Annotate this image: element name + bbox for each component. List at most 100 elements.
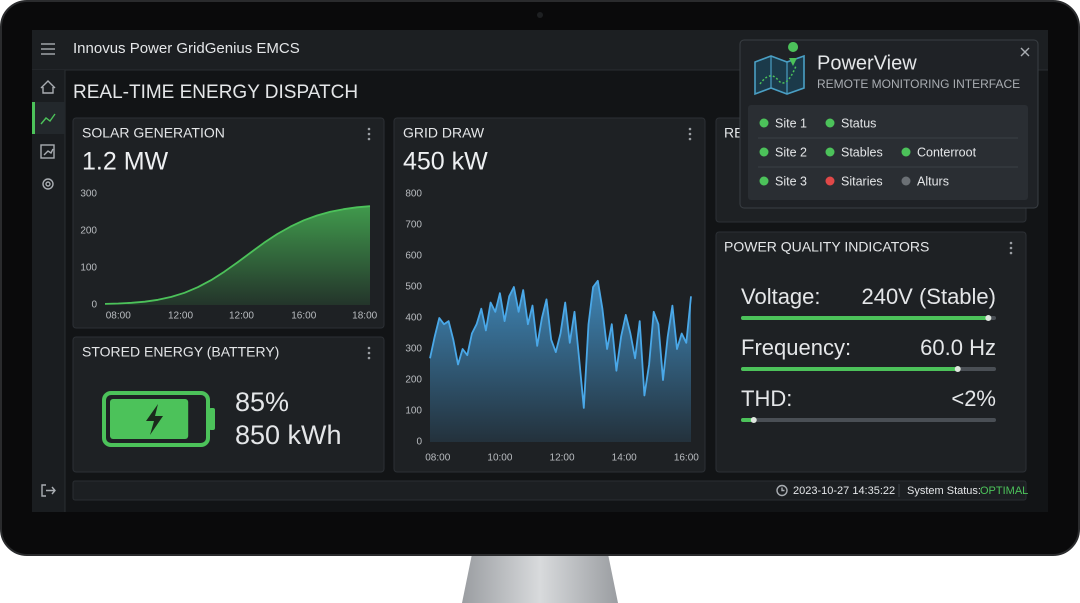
y-tick-label: 400 — [405, 313, 422, 324]
area — [430, 280, 691, 442]
status-dot — [901, 176, 911, 186]
panel-menu[interactable] — [367, 346, 371, 360]
y-tick-label: 100 — [405, 406, 422, 417]
powerview-popup: PowerView REMOTE MONITORING INTERFACE Si… — [739, 39, 1039, 209]
status-label: Site 1 — [775, 116, 807, 130]
x-tick-label: 12:00 — [168, 311, 193, 322]
power-quality-panel — [715, 231, 1027, 473]
sidebar — [32, 70, 65, 512]
x-tick-label: 16:00 — [291, 311, 316, 322]
x-tick-label: 18:00 — [352, 311, 377, 322]
y-tick-label: 0 — [91, 300, 97, 311]
popup-title: PowerView — [817, 52, 917, 74]
popup-subtitle: REMOTE MONITORING INTERFACE — [817, 77, 1020, 91]
battery-shell — [102, 391, 210, 447]
indicator-bar — [741, 367, 958, 371]
line — [429, 279, 692, 409]
x-tick-label: 16:00 — [674, 453, 699, 464]
indicator-value: <2% — [951, 386, 996, 411]
monitor-stand — [462, 554, 618, 603]
y-tick-label: 800 — [405, 189, 422, 200]
y-tick-label: 200 — [405, 375, 422, 386]
status-label: System Status: — [907, 485, 981, 497]
status-dot — [901, 147, 911, 157]
timestamp: 2023-10-27 14:35:22 — [793, 485, 895, 497]
map-icon — [754, 42, 805, 96]
indicator-value: 60.0 Hz — [920, 335, 996, 360]
status-label: Site 2 — [775, 145, 807, 159]
indicator-knob — [985, 315, 992, 321]
y-tick-label: 600 — [405, 251, 422, 262]
app-title: Innovus Power GridGenius EMCS — [73, 40, 300, 57]
status-dot — [825, 147, 835, 157]
status-label: Status — [841, 116, 876, 130]
status-dot — [759, 147, 769, 157]
y-tick-label: 200 — [80, 226, 97, 237]
status-label: Sitaries — [841, 174, 883, 188]
x-tick-label: 12:00 — [550, 453, 575, 464]
active-nav — [32, 102, 65, 134]
camera — [537, 12, 543, 18]
area — [105, 206, 370, 305]
page-title: REAL-TIME ENERGY DISPATCH — [73, 82, 358, 103]
y-tick-label: 500 — [405, 282, 422, 293]
status-label: Alturs — [917, 174, 949, 188]
panel-title: POWER QUALITY INDICATORS — [724, 239, 929, 255]
status-value: OPTIMAL — [980, 485, 1028, 497]
panel-menu[interactable] — [1009, 241, 1013, 255]
indicator-value: 240V (Stable) — [861, 284, 996, 309]
panel-title: GRID DRAW — [403, 125, 485, 141]
battery-energy: 850 kWh — [235, 420, 342, 450]
panel-title: STORED ENERGY (BATTERY) — [82, 344, 279, 360]
x-tick-label: 12:00 — [229, 311, 254, 322]
status-box — [748, 105, 1028, 200]
active-indicator — [32, 102, 35, 134]
status-label: Stables — [841, 145, 883, 159]
battery-percent: 85% — [235, 387, 289, 417]
x-tick-label: 08:00 — [106, 311, 131, 322]
panel-value: 1.2 MW — [82, 148, 169, 176]
close-button[interactable] — [1020, 47, 1030, 57]
panel-title: RE — [724, 125, 743, 141]
panel-title: SOLAR GENERATION — [82, 125, 225, 141]
y-tick-label: 100 — [80, 263, 97, 274]
indicator-knob — [954, 366, 961, 372]
power-quality-indicators: Voltage: 240V (Stable) Frequency: 60.0 Hz TH… — [741, 284, 996, 423]
status-dot — [759, 176, 769, 186]
charts: 0 100 200 300 08:00 12:00 12:00 16:00 18:00 0 100 2… — [80, 189, 699, 464]
indicator-knob — [750, 417, 757, 423]
status-dot — [825, 118, 835, 128]
panel-menu[interactable] — [367, 127, 371, 141]
logout-icon[interactable] — [41, 484, 56, 497]
lightning-icon — [146, 404, 163, 435]
x-tick-label: 10:00 — [487, 453, 512, 464]
status-label: Site 3 — [775, 174, 807, 188]
indicator-bar — [741, 316, 989, 320]
battery-terminal — [209, 408, 215, 430]
report-icon[interactable] — [40, 144, 55, 159]
status-dot — [759, 118, 769, 128]
clock-icon — [776, 484, 788, 497]
indicator-name: Voltage: — [741, 284, 821, 309]
indicator-name: Frequency: — [741, 335, 851, 360]
chart-icon[interactable] — [40, 113, 56, 125]
indicator-track — [741, 418, 996, 422]
panel-value: 450 kW — [403, 148, 488, 176]
line — [104, 205, 371, 305]
panel-menu[interactable] — [688, 127, 692, 141]
indicator-name: THD: — [741, 386, 792, 411]
settings-icon[interactable] — [42, 178, 54, 190]
x-tick-label: 14:00 — [612, 453, 637, 464]
status-bar — [72, 480, 1027, 501]
y-tick-label: 300 — [80, 189, 97, 200]
indicator-bar — [741, 418, 754, 422]
status-label: Conterroot — [917, 145, 977, 159]
x-tick-label: 08:00 — [425, 453, 450, 464]
home-icon[interactable] — [40, 80, 56, 94]
status-dot — [825, 176, 835, 186]
menu-button[interactable] — [41, 43, 55, 55]
y-tick-label: 0 — [416, 437, 422, 448]
y-tick-label: 300 — [405, 344, 422, 355]
y-tick-label: 700 — [405, 220, 422, 231]
